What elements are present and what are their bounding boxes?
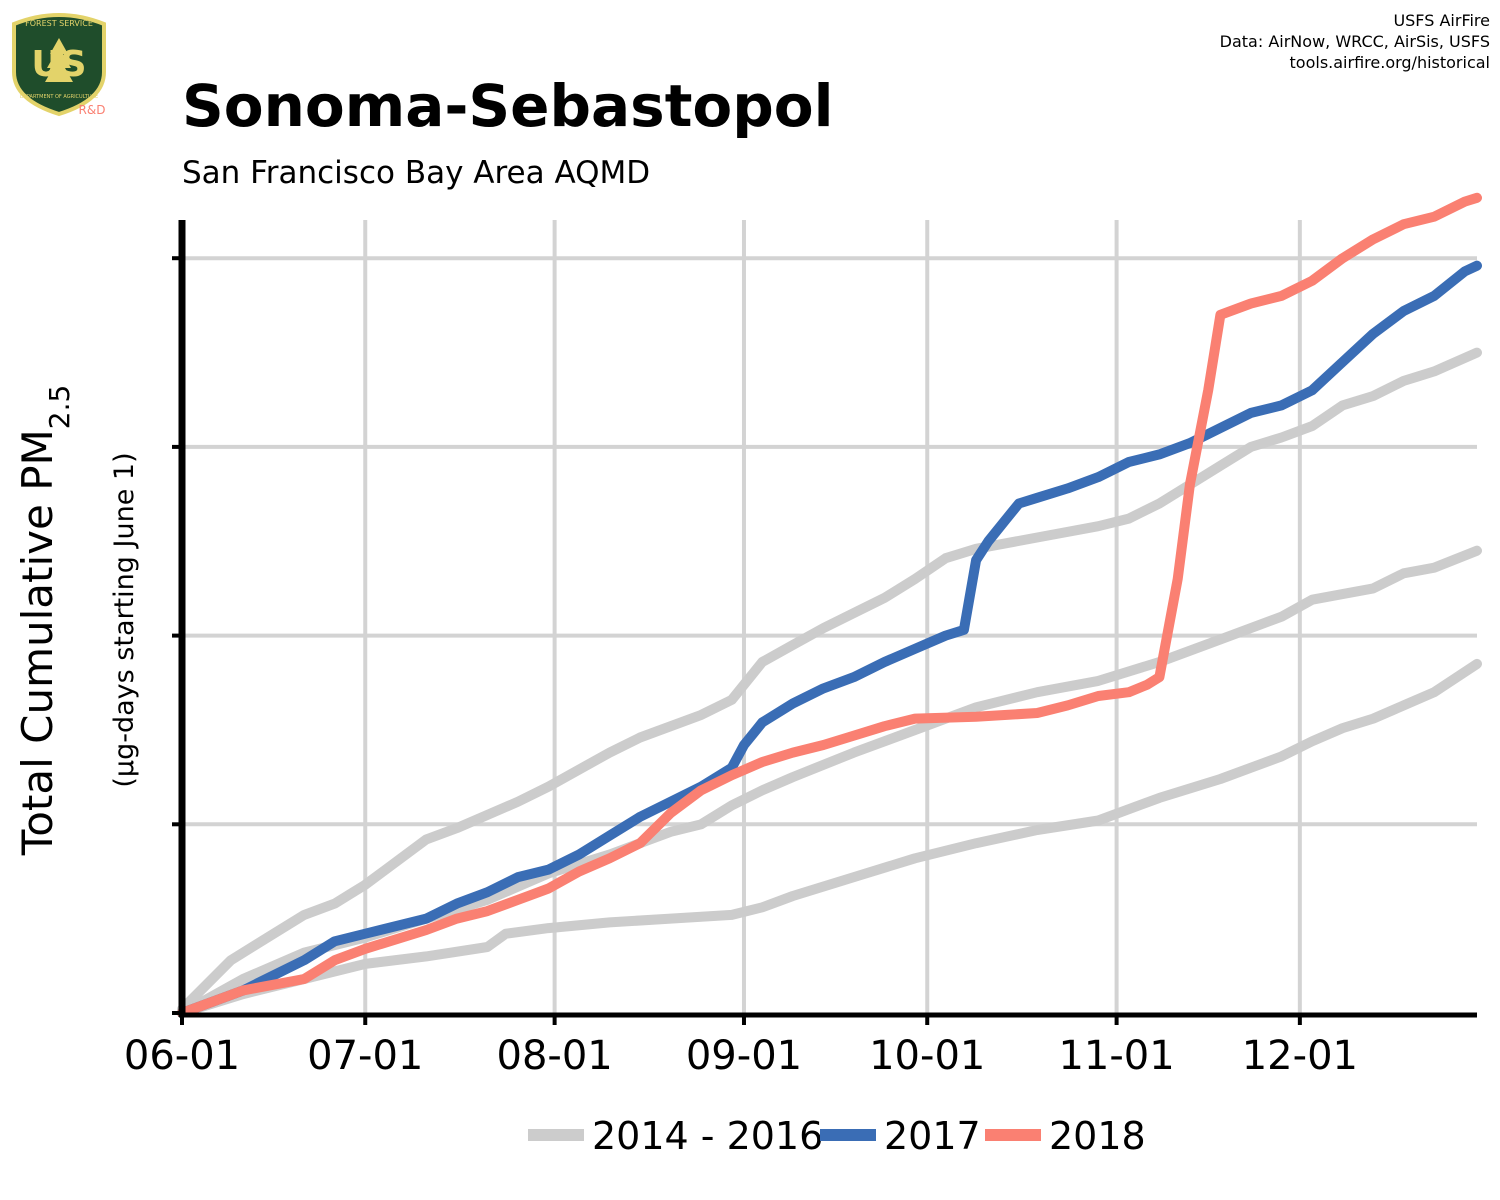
y-axis-secondary-label: (µg-days starting June 1): [109, 452, 140, 787]
logo-bottom-text: DEPARTMENT OF AGRICULTURE: [20, 94, 98, 100]
legend-label: 2017: [884, 1114, 981, 1158]
y-axis-label: Total Cumulative PM2.5: [13, 385, 76, 857]
x-tick-label: 08-01: [497, 1033, 613, 1079]
tree-icon: [45, 38, 73, 82]
legend-label: 2014 - 2016: [592, 1114, 823, 1158]
series-line-historical: [177, 658, 1482, 1018]
x-tick-label: 09-01: [686, 1033, 802, 1079]
x-tick-label: 06-01: [124, 1033, 240, 1079]
x-tick-label: 12-01: [1242, 1033, 1358, 1079]
axes: 06-01 07-01 08-01 09-01 10-01 11-01 12-01: [124, 220, 1477, 1079]
legend-label: 2018: [1049, 1114, 1146, 1158]
x-tick-label: 07-01: [307, 1033, 423, 1079]
chart-subtitle: San Francisco Bay Area AQMD: [182, 155, 651, 191]
logo-tag: R&D: [79, 103, 106, 117]
series-line-y2018: [177, 192, 1482, 1018]
chart-title: Sonoma-Sebastopol: [182, 72, 834, 140]
x-tick-label: 11-01: [1058, 1033, 1174, 1079]
series-line-y2017: [177, 260, 1482, 1018]
logo-arc-text: FOREST SERVICE: [25, 19, 93, 28]
series-layer: [177, 192, 1482, 1018]
usfs-shield-icon: FOREST SERVICE US DEPARTMENT OF AGRICULT…: [12, 13, 106, 117]
legend: 2014 - 2016 2017 2018: [528, 1114, 1146, 1158]
credits-block: USFS AirFire Data: AirNow, WRCC, AirSis,…: [1220, 10, 1490, 73]
x-tick-label: 10-01: [869, 1033, 985, 1079]
credit-line: tools.airfire.org/historical: [1289, 53, 1490, 72]
usfs-shield-logo: FOREST SERVICE US DEPARTMENT OF AGRICULT…: [8, 8, 110, 120]
credit-line: Data: AirNow, WRCC, AirSis, USFS: [1219, 32, 1490, 51]
series-line-historical: [177, 347, 1482, 1015]
y-axis-label-subscript: 2.5: [43, 385, 76, 430]
credit-line: USFS AirFire: [1393, 11, 1490, 30]
